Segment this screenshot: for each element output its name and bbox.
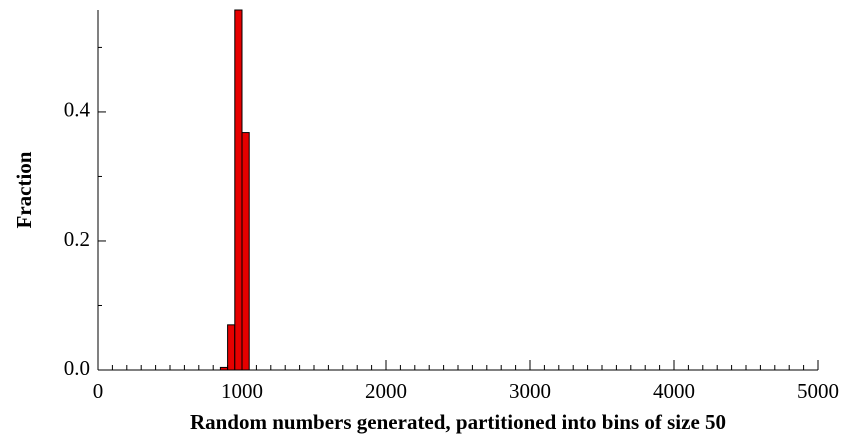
x-tick-label: 2000 <box>365 379 407 403</box>
x-tick-label: 3000 <box>509 379 551 403</box>
y-tick-label: 0.2 <box>64 227 90 251</box>
x-tick-label: 1000 <box>221 379 263 403</box>
bar <box>241 132 250 371</box>
y-tick-label: 0.0 <box>64 356 90 380</box>
x-axis-label: Random numbers generated, partitioned in… <box>190 410 726 434</box>
y-axis-label: Fraction <box>12 151 36 228</box>
bar <box>234 9 243 371</box>
x-tick-label: 0 <box>93 379 104 403</box>
bar <box>227 324 236 371</box>
x-tick-label: 4000 <box>653 379 695 403</box>
x-tick-label: 5000 <box>797 379 839 403</box>
y-tick-label: 0.4 <box>64 98 91 122</box>
